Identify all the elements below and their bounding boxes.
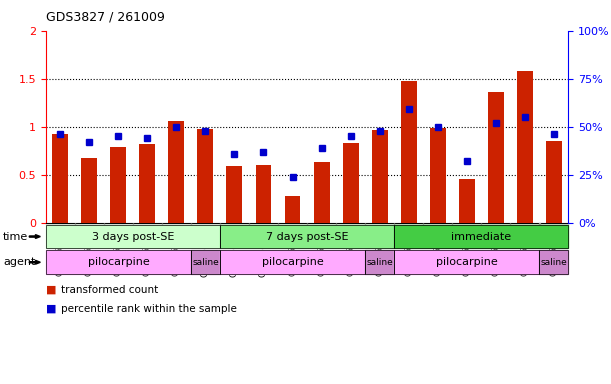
Bar bbox=[53, 134, 68, 223]
Bar bbox=[197, 129, 213, 223]
Text: GDS3827 / 261009: GDS3827 / 261009 bbox=[46, 10, 165, 23]
Bar bbox=[313, 162, 329, 223]
Text: saline: saline bbox=[192, 258, 219, 267]
Bar bbox=[169, 121, 185, 223]
Bar bbox=[81, 159, 97, 223]
Bar bbox=[517, 71, 533, 223]
Bar bbox=[401, 81, 417, 223]
Bar bbox=[459, 179, 475, 223]
Text: agent: agent bbox=[3, 257, 35, 267]
Text: pilocarpine: pilocarpine bbox=[262, 257, 323, 267]
Text: transformed count: transformed count bbox=[61, 285, 158, 295]
Bar bbox=[255, 165, 271, 223]
Bar bbox=[546, 141, 562, 223]
Bar bbox=[430, 127, 445, 223]
Bar bbox=[343, 143, 359, 223]
Text: pilocarpine: pilocarpine bbox=[436, 257, 497, 267]
Bar bbox=[488, 92, 503, 223]
Text: ■: ■ bbox=[46, 304, 56, 314]
Text: time: time bbox=[3, 232, 28, 242]
Text: saline: saline bbox=[540, 258, 567, 267]
Bar bbox=[111, 147, 126, 223]
Text: percentile rank within the sample: percentile rank within the sample bbox=[61, 304, 237, 314]
Bar bbox=[371, 130, 387, 223]
Text: pilocarpine: pilocarpine bbox=[87, 257, 149, 267]
Bar bbox=[227, 166, 243, 223]
Bar bbox=[139, 144, 155, 223]
Bar bbox=[285, 196, 301, 223]
Text: 3 days post-SE: 3 days post-SE bbox=[92, 232, 174, 242]
Text: ■: ■ bbox=[46, 285, 56, 295]
Text: saline: saline bbox=[366, 258, 393, 267]
Text: immediate: immediate bbox=[451, 232, 511, 242]
Text: 7 days post-SE: 7 days post-SE bbox=[266, 232, 348, 242]
